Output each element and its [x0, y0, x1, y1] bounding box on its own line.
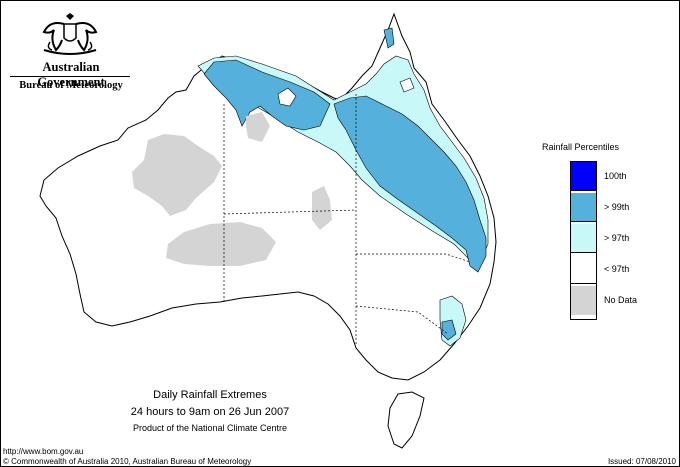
legend-item: > 97th: [570, 224, 660, 254]
above-99th-region: [203, 59, 331, 131]
legend-label: < 97th: [604, 264, 630, 274]
legend-label: > 99th: [604, 202, 630, 212]
legend-item: < 97th: [570, 255, 660, 285]
website-url: http://www.bom.gov.au: [3, 447, 84, 456]
no-data-region: [312, 186, 332, 230]
legend-swatch: [570, 255, 597, 284]
above-99th-region: [333, 95, 487, 273]
dry-patch: [277, 87, 297, 107]
above-99th-region: [383, 27, 395, 49]
legend-item: 100th: [570, 162, 660, 192]
copyright-notice: © Commonwealth of Australia 2010, Austra…: [3, 457, 252, 466]
no-data-region: [246, 112, 270, 142]
tasmania: [387, 391, 425, 449]
coat-of-arms-icon: [42, 13, 98, 55]
legend-border: [570, 161, 597, 320]
bureau-title: Bureau of Meteorology: [19, 80, 123, 91]
title-divider: [10, 76, 130, 77]
legend-item: No Data: [570, 286, 660, 316]
above-99th-region: [441, 319, 457, 341]
state-borders: [223, 94, 471, 344]
legend-swatch: [570, 162, 597, 191]
legend-label: No Data: [604, 295, 638, 305]
dry-patch: [399, 77, 415, 93]
map-subtitle: 24 hours to 9am on 26 Jun 2007: [130, 406, 290, 418]
legend-title: Rainfall Percentiles: [542, 142, 620, 152]
map-title: Daily Rainfall Extremes: [153, 389, 267, 401]
legend-label: 100th: [604, 171, 627, 181]
no-data-region: [132, 134, 222, 216]
government-title: Australian Government: [37, 60, 105, 89]
map-credit: Product of the National Climate Centre: [132, 423, 288, 433]
no-data-region: [166, 222, 276, 266]
issued-date: Issued: 07/08/2010: [607, 457, 676, 466]
legend-label: > 97th: [604, 233, 630, 243]
